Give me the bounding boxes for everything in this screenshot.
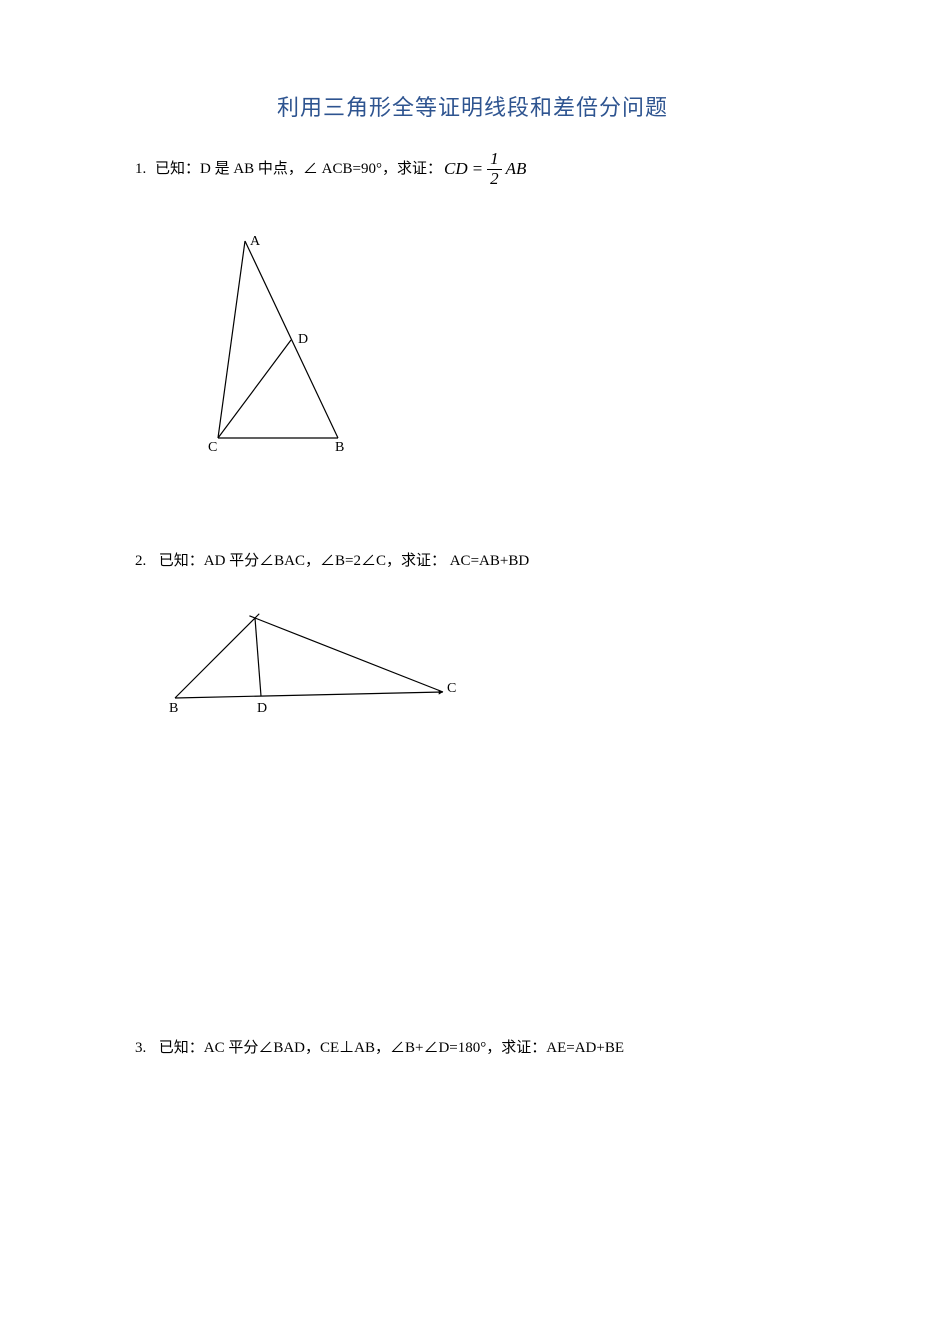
problem-1: 1. 已知：D 是 AB 中点，∠ ACB=90°，求证： CD = 1 2 A… [135,150,810,188]
svg-text:C: C [208,440,217,455]
svg-text:A: A [250,234,261,249]
problem-3-number: 3. [135,1035,155,1062]
page-title: 利用三角形全等证明线段和差倍分问题 [135,90,810,122]
problem-1-rhs: AB [506,154,527,185]
problem-1-lhs: CD [444,154,468,185]
problem-1-number: 1. [135,156,155,183]
svg-text:D: D [257,701,267,716]
svg-text:C: C [447,681,456,696]
figure-2-svg: B C D [165,610,465,720]
figure-2: B C D [165,610,810,725]
svg-text:D: D [298,332,308,347]
figure-1: A B C D [190,233,810,468]
problem-2-number: 2. [135,548,155,575]
problem-3: 3. 已知：AC 平分∠BAD，CE⊥AB，∠B+∠D=180°，求证：AE=A… [135,1035,810,1062]
problem-2: 2. 已知：AD 平分∠BAC，∠B=2∠C，求证： AC=AB+BD [135,548,810,575]
problem-3-text: 已知：AC 平分∠BAD，CE⊥AB，∠B+∠D=180°，求证：AE=AD+B… [159,1040,624,1056]
fraction-numerator: 1 [487,150,502,170]
fraction-denominator: 2 [487,170,502,189]
svg-text:B: B [169,701,178,716]
problem-2-text: 已知：AD 平分∠BAC，∠B=2∠C，求证： AC=AB+BD [159,553,529,569]
problem-1-fraction: 1 2 [487,150,502,188]
problem-1-text: 已知：D 是 AB 中点，∠ ACB=90°，求证： [155,156,442,183]
problem-1-eq: = [472,154,483,185]
figure-1-svg: A B C D [190,233,360,463]
svg-text:B: B [335,440,344,455]
